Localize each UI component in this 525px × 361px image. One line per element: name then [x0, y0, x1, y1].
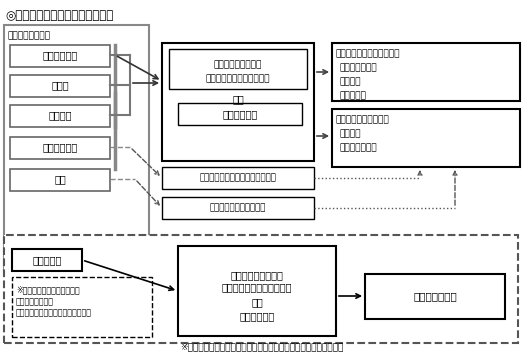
FancyBboxPatch shape [4, 235, 518, 343]
Text: 廃棄物処理施設: 廃棄物処理施設 [413, 291, 457, 301]
FancyBboxPatch shape [162, 43, 314, 161]
Text: 産業廃棄物収集運搬: 産業廃棄物収集運搬 [230, 270, 284, 280]
Text: ペットボトル: ペットボトル [43, 142, 78, 152]
Text: ・粗大ごみ: ・粗大ごみ [340, 91, 367, 100]
Text: 紙類: 紙類 [54, 174, 66, 184]
FancyBboxPatch shape [169, 49, 307, 89]
Text: 【泉北クリーンセンター】: 【泉北クリーンセンター】 [336, 49, 401, 58]
Text: 自ら運搬する: 自ら運搬する [223, 109, 258, 119]
Text: お問い合わせは、: お問い合わせは、 [16, 297, 54, 306]
Text: 許可業者に収集を委託する: 許可業者に収集を委託する [222, 282, 292, 292]
FancyBboxPatch shape [178, 246, 336, 336]
Text: 又は: 又は [251, 297, 263, 307]
Text: 産業廃棄物: 産業廃棄物 [33, 255, 62, 265]
Text: ※産業廃棄物の処理に関する: ※産業廃棄物の処理に関する [16, 285, 80, 294]
FancyBboxPatch shape [10, 137, 110, 159]
Text: 許可業者に収集を委託する: 許可業者に収集を委託する [206, 74, 270, 83]
Text: 古紙回収業者に依頼する: 古紙回収業者に依頼する [210, 204, 266, 213]
FancyBboxPatch shape [12, 277, 152, 337]
Text: ・資源物: ・資源物 [340, 77, 362, 86]
Text: ・燃やせるごみ: ・燃やせるごみ [340, 63, 377, 72]
Text: 燃やせるごみ: 燃やせるごみ [43, 50, 78, 60]
FancyBboxPatch shape [12, 249, 82, 271]
Text: ・古紙類: ・古紙類 [340, 129, 362, 138]
FancyBboxPatch shape [332, 43, 520, 101]
FancyBboxPatch shape [4, 25, 149, 273]
FancyBboxPatch shape [365, 274, 505, 319]
FancyBboxPatch shape [162, 167, 314, 189]
Text: 自ら運搬する: 自ら運搬する [239, 311, 275, 321]
FancyBboxPatch shape [178, 103, 302, 125]
FancyBboxPatch shape [162, 197, 314, 219]
Text: 又は: 又は [232, 94, 244, 104]
Text: ※事業所から排出される「家電」や「パソコン」は産業廃棄物です: ※事業所から排出される「家電」や「パソコン」は産業廃棄物です [180, 342, 344, 351]
Text: 粗大ごみ: 粗大ごみ [48, 110, 72, 120]
Text: ・ペットボトル: ・ペットボトル [340, 143, 377, 152]
Text: 資源物: 資源物 [51, 80, 69, 90]
FancyBboxPatch shape [10, 105, 110, 127]
Text: 一般廃棄物再生事業者に依頼する: 一般廃棄物再生事業者に依頼する [200, 174, 277, 183]
FancyBboxPatch shape [332, 109, 520, 167]
Text: ◎事業系一般廃棄物の処理フロー: ◎事業系一般廃棄物の処理フロー [5, 9, 113, 22]
FancyBboxPatch shape [10, 45, 110, 67]
Text: 事業系一般廃棄物: 事業系一般廃棄物 [8, 31, 51, 40]
FancyBboxPatch shape [10, 75, 110, 97]
Text: 大阪府（資源循環課）になります。: 大阪府（資源循環課）になります。 [16, 308, 92, 317]
Text: 【廃棄物再生事業者】: 【廃棄物再生事業者】 [336, 115, 390, 124]
FancyBboxPatch shape [10, 169, 110, 191]
Text: 一般廃棄物収集運搬: 一般廃棄物収集運搬 [214, 61, 262, 70]
